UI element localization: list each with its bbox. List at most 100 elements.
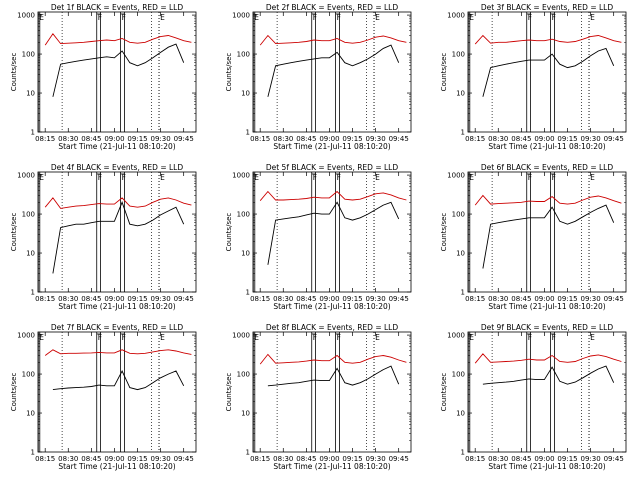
x-tick-label: 09:45: [604, 455, 624, 463]
y-tick-label: 100: [237, 371, 250, 379]
y-tick-label: 10: [456, 250, 465, 258]
y-tick-label: 1: [246, 289, 250, 297]
x-tick-label: 09:45: [174, 135, 194, 143]
interval-label: E: [160, 13, 165, 22]
interval-label: F: [313, 173, 317, 182]
x-tick-label: 09:00: [534, 455, 554, 463]
detector-panel-7: Det 7f BLACK = Events, RED = LLD 1 10 100 10…: [10, 323, 197, 471]
y-tick-label: 1: [31, 449, 35, 457]
events-series-line: [52, 369, 185, 391]
interval-label: F: [98, 333, 102, 342]
events-series-line: [52, 201, 185, 274]
y-axis-label: Counts/sec: [225, 373, 233, 412]
interval-label: E: [160, 173, 165, 182]
interval-label: E: [469, 333, 474, 342]
x-tick-label: 09:30: [151, 295, 171, 303]
interval-label: E: [254, 173, 259, 182]
y-tick-label: 1000: [232, 172, 250, 180]
x-tick-label: 09:00: [534, 135, 554, 143]
interval-label: E: [39, 173, 44, 182]
x-tick-label: 08:15: [35, 135, 55, 143]
lld-series-line: [474, 34, 622, 45]
plot-frame: [467, 331, 627, 453]
panel-title: Det 9f BLACK = Events, RED = LLD: [481, 323, 614, 332]
y-tick-label: 10: [26, 250, 35, 258]
interval-label: E: [39, 333, 44, 342]
detector-panel-3: Det 3f BLACK = Events, RED = LLD 1 10 100 10…: [440, 3, 627, 151]
interval-label: F: [98, 173, 102, 182]
x-tick-label: 09:30: [581, 135, 601, 143]
interval-label: F: [552, 333, 556, 342]
x-tick-label: 08:45: [296, 295, 316, 303]
detector-panel-8: Det 8f BLACK = Events, RED = LLD 1 10 100 10…: [225, 323, 412, 471]
y-tick-label: 1000: [17, 172, 35, 180]
plot-frame: [252, 171, 412, 293]
y-tick-label: 1: [461, 289, 465, 297]
x-axis-label: Start Time (21-Jul-11 08:10:20): [58, 462, 175, 471]
x-tick-label: 09:30: [151, 135, 171, 143]
x-tick-label: 09:15: [557, 135, 577, 143]
interval-label: F: [528, 333, 532, 342]
x-tick-label: 09:15: [557, 295, 577, 303]
x-tick-label: 08:15: [35, 295, 55, 303]
x-tick-label: 08:15: [465, 455, 485, 463]
detector-panel-4: Det 4f BLACK = Events, RED = LLD 1 10 100 10…: [10, 163, 197, 311]
x-axis-label: Start Time (21-Jul-11 08:10:20): [488, 462, 605, 471]
y-tick-label: 1000: [447, 12, 465, 20]
interval-label: F: [122, 13, 126, 22]
detector-panel-2: Det 2f BLACK = Events, RED = LLD 1 10 100 10…: [225, 3, 412, 151]
lld-series-line: [474, 194, 622, 206]
y-axis-label: Counts/sec: [10, 213, 18, 252]
y-axis-label: Counts/sec: [225, 53, 233, 92]
interval-label: E: [590, 173, 595, 182]
lld-series-line: [259, 353, 407, 365]
interval-label: E: [469, 13, 474, 22]
x-tick-label: 09:15: [127, 295, 147, 303]
detector-panel-1: Det 1f BLACK = Events, RED = LLD 1 10 100 10…: [10, 3, 197, 151]
x-tick-label: 08:15: [250, 295, 270, 303]
interval-label: F: [552, 173, 556, 182]
y-tick-label: 10: [241, 90, 250, 98]
y-tick-label: 1000: [447, 332, 465, 340]
plot-frame: [467, 11, 627, 133]
panel-title: Det 3f BLACK = Events, RED = LLD: [481, 3, 614, 12]
lld-series-line: [259, 190, 407, 201]
x-tick-label: 08:45: [81, 295, 101, 303]
interval-label: F: [552, 13, 556, 22]
interval-label: F: [337, 333, 341, 342]
events-series-line: [267, 44, 400, 97]
x-tick-label: 09:45: [389, 135, 409, 143]
plot-frame: [252, 331, 412, 453]
interval-label: F: [528, 13, 532, 22]
y-axis-label: Counts/sec: [10, 53, 18, 92]
events-series-line: [482, 365, 615, 385]
y-tick-label: 1: [461, 129, 465, 137]
x-tick-label: 09:45: [604, 135, 624, 143]
x-axis-label: Start Time (21-Jul-11 08:10:20): [58, 302, 175, 311]
x-tick-label: 09:30: [581, 295, 601, 303]
events-series-line: [52, 43, 185, 97]
y-tick-label: 1: [461, 449, 465, 457]
x-axis-label: Start Time (21-Jul-11 08:10:20): [488, 142, 605, 151]
interval-label: E: [39, 13, 44, 22]
y-axis-label: Counts/sec: [440, 373, 448, 412]
interval-label: F: [313, 333, 317, 342]
y-tick-label: 1: [246, 129, 250, 137]
y-tick-label: 100: [22, 211, 35, 219]
x-tick-label: 09:30: [366, 135, 386, 143]
interval-label: E: [254, 13, 259, 22]
x-tick-label: 08:15: [465, 135, 485, 143]
x-tick-label: 08:30: [273, 135, 293, 143]
x-tick-label: 09:45: [389, 455, 409, 463]
y-axis-label: Counts/sec: [10, 373, 18, 412]
y-tick-label: 100: [452, 371, 465, 379]
y-tick-label: 1000: [447, 172, 465, 180]
x-tick-label: 08:15: [250, 455, 270, 463]
interval-label: E: [590, 333, 595, 342]
events-series-line: [267, 201, 400, 265]
lld-series-line: [44, 197, 192, 209]
x-tick-label: 09:30: [366, 455, 386, 463]
x-tick-label: 09:45: [174, 295, 194, 303]
x-tick-label: 08:15: [465, 295, 485, 303]
